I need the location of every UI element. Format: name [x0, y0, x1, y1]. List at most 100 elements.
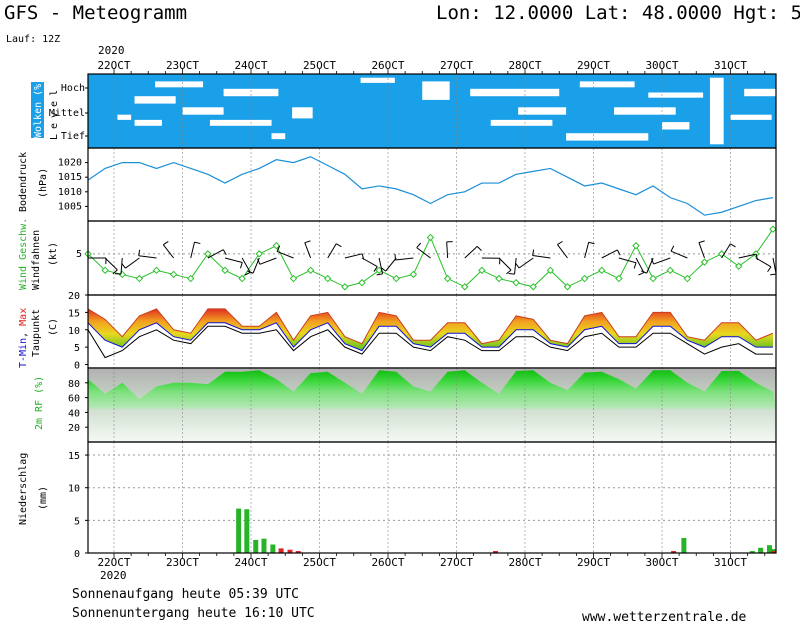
x-tick-bottom-1: 23OCT	[166, 556, 199, 569]
precip-bar-12	[758, 547, 764, 553]
precip-bar-1	[244, 509, 250, 553]
pressure-line	[87, 156, 774, 216]
wind-barb-12	[276, 250, 294, 259]
wind-barb-feather-31	[633, 262, 637, 269]
wind-speed-point-34	[666, 266, 674, 275]
precip-bar-3	[261, 538, 267, 553]
wind-barb-feather-12	[276, 245, 281, 252]
location-readout: Lon: 12.0000 Lat: 48.0000 Hgt: 5	[436, 2, 800, 24]
pressure-ylabel-a: Bodendruck	[18, 152, 29, 212]
wind-barb-8	[224, 257, 243, 263]
wind-barb-feather-20	[416, 242, 422, 248]
wind-barb-11	[259, 257, 277, 265]
wind-barb-feather-24	[506, 269, 512, 275]
wind-barb-feather-25	[508, 272, 515, 275]
humidity-panel: 20 40 60 80	[68, 367, 777, 443]
x-tick-top-2: 24OCT	[234, 59, 267, 72]
wind-barb-19	[395, 257, 414, 261]
x-tick-bottom-2: 24OCT	[234, 556, 267, 569]
temp-ytick-1: 5	[74, 343, 80, 354]
precip-bar-13	[767, 545, 772, 553]
wind-barb-9	[241, 257, 251, 273]
rh-ytick-3: 80	[68, 379, 80, 390]
wind-barb-feather-22	[476, 245, 482, 251]
wind-barb-feather-35	[670, 245, 675, 252]
wind-speed-point-23	[478, 266, 486, 275]
wind-speed-point-24	[495, 274, 503, 283]
x-tick-top-9: 31OCT	[714, 59, 747, 72]
year-label-top: 2020	[98, 44, 125, 57]
wind-barb-feather-11	[257, 258, 261, 265]
x-tick-bottom-0: 22OCT	[97, 556, 130, 569]
wind-barb-36	[698, 242, 705, 259]
cloud-level-label: Level	[49, 85, 60, 140]
precip-bar-5	[278, 548, 284, 553]
wind-barb-4	[138, 255, 157, 259]
wind-barb-31	[618, 257, 637, 264]
cloud-gap-0	[117, 114, 132, 120]
wind-barb-37	[721, 243, 731, 259]
wind-barb-feather-32	[638, 272, 645, 276]
precip-bar-2	[253, 539, 259, 553]
wind-barb-1	[104, 257, 118, 271]
wind-barb-feather-7	[222, 249, 227, 256]
cloud-level-0: Hoch	[61, 83, 85, 94]
chart-title: GFS - Meteogramm	[4, 2, 187, 24]
temperature-panel: 0 5 10 15 20	[68, 291, 777, 372]
wind-speed-point-14	[324, 274, 332, 283]
cloud-gap-3	[155, 81, 204, 88]
wind-barb-feather-4	[138, 249, 141, 256]
wind-barb-feather-34	[651, 258, 655, 265]
cloud-ylabel-bg	[31, 82, 44, 138]
rh-ylabel: 2m RF (%)	[34, 376, 45, 430]
temp-ylabel-colored-text: T-Min, Max	[18, 308, 29, 368]
wind-barb-20	[416, 247, 431, 259]
wind-barb-38	[738, 253, 757, 259]
cloud-gap-8	[422, 81, 450, 100]
sunset-text: Sonnenuntergang heute 16:10 UTC	[72, 606, 315, 621]
wind-ylabel-colored: Wind Geschw.	[18, 218, 29, 290]
wind-speed-point-6	[187, 274, 195, 283]
x-tick-bottom-7: 29OCT	[577, 556, 610, 569]
temp-ytick-3: 15	[68, 308, 80, 319]
x-tick-top-6: 28OCT	[508, 59, 541, 72]
cloud-gap-6	[223, 88, 279, 97]
cloud-gap-17	[709, 77, 724, 145]
x-tick-bottom-4: 26OCT	[371, 556, 404, 569]
cloud-gap-20	[778, 103, 796, 110]
temp-ylabel-b: (C)	[48, 318, 59, 336]
precip-ylabel-b: (mm)	[38, 486, 49, 510]
x-tick-bottom-6: 28OCT	[508, 556, 541, 569]
precip-bar-4	[270, 544, 276, 553]
cloud-gap-10	[490, 119, 553, 126]
temp-ytick-0: 0	[74, 361, 80, 372]
wind-barb-feather-39	[767, 266, 772, 273]
wind-barb-28	[557, 244, 568, 259]
x-tick-bottom-5: 27OCT	[440, 556, 473, 569]
precip-bar-8	[493, 551, 498, 553]
wind-speed-point-16	[358, 278, 366, 287]
cloud-gap-1	[134, 119, 162, 126]
cloud-gap-11	[518, 107, 567, 115]
wind-barb-feather-19	[394, 253, 397, 261]
wind-speed-point-38	[735, 262, 743, 270]
precip-bar-7	[295, 551, 301, 553]
pressure-panel: 1005 1010 1015 1020	[58, 147, 777, 222]
wind-barb-16	[361, 257, 378, 268]
wind-speed-point-5	[169, 270, 178, 279]
wind-speed-point-9	[238, 274, 246, 283]
precip-ylabel-a: Niederschlag	[18, 453, 29, 525]
precip-ytick-2: 10	[68, 484, 80, 495]
cloud-gap-12	[566, 133, 649, 141]
wind-barb-18	[385, 257, 397, 272]
wind-barb-17	[378, 257, 384, 275]
precip-bar-15	[771, 551, 776, 553]
wind-speed-point-4	[152, 266, 161, 275]
wind-barb-13	[304, 242, 312, 259]
wind-barb-feather-10	[247, 270, 254, 274]
temp-ylabel-colored: T-Min, Max	[18, 308, 29, 368]
x-tick-top-7: 29OCT	[577, 59, 610, 72]
x-tick-top-5: 27OCT	[440, 59, 473, 72]
wind-panel: 5	[76, 220, 777, 296]
